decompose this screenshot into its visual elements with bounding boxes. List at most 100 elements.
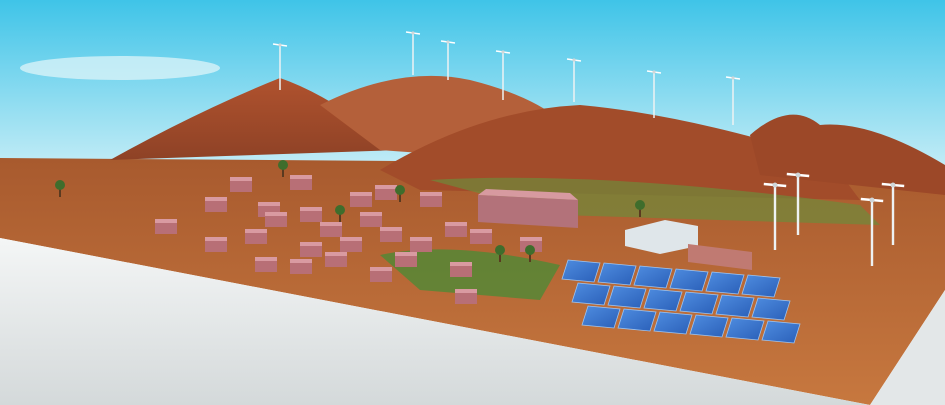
- turbine-hub: [731, 76, 735, 80]
- slab-side: [870, 290, 945, 405]
- solar-panel: [725, 317, 765, 341]
- tree: [55, 180, 65, 190]
- solar-panel: [741, 274, 781, 298]
- house-roof: [360, 212, 382, 216]
- house-roof: [290, 259, 312, 263]
- solar-panel: [561, 259, 601, 283]
- turbine-hub: [278, 43, 282, 47]
- turbine-hub: [795, 172, 801, 178]
- house-roof: [410, 237, 432, 241]
- house-roof: [380, 227, 402, 231]
- house-roof: [320, 222, 342, 226]
- solar-panel: [669, 268, 709, 292]
- solar-panel: [617, 308, 657, 332]
- turbine-hub: [446, 40, 450, 44]
- turbine-hub: [869, 197, 875, 203]
- house-roof: [420, 192, 442, 196]
- solar-panel: [751, 297, 791, 321]
- house-roof: [350, 192, 372, 196]
- building: [478, 195, 578, 228]
- village: [55, 160, 645, 304]
- house-roof: [470, 229, 492, 233]
- wind-farm: [272, 31, 905, 266]
- solar-panel: [679, 291, 719, 315]
- house-roof: [290, 175, 312, 179]
- house-roof: [375, 185, 397, 189]
- hill: [110, 78, 400, 160]
- house-roof: [325, 252, 347, 256]
- house-roof: [300, 242, 322, 246]
- house-roof: [445, 222, 467, 226]
- house: [290, 178, 312, 190]
- roof: [478, 189, 578, 200]
- cloud: [20, 56, 220, 80]
- house: [450, 265, 472, 277]
- house: [300, 245, 322, 257]
- house: [380, 230, 402, 242]
- house: [470, 232, 492, 244]
- house: [410, 240, 432, 252]
- house: [205, 240, 227, 252]
- solar-panel: [571, 282, 611, 306]
- house-roof: [258, 202, 280, 206]
- tree: [525, 245, 535, 255]
- hill: [380, 105, 860, 200]
- house: [300, 210, 322, 222]
- turbine-hub: [411, 31, 415, 35]
- house: [155, 222, 177, 234]
- house: [350, 195, 372, 207]
- house: [320, 225, 342, 237]
- house: [445, 225, 467, 237]
- solar-panel: [705, 271, 745, 295]
- house: [375, 188, 397, 200]
- house-roof: [450, 262, 472, 266]
- house: [255, 260, 277, 272]
- house-roof: [520, 237, 542, 241]
- house: [455, 292, 477, 304]
- house-roof: [255, 257, 277, 261]
- solar-panel: [581, 305, 621, 329]
- turbine-hub: [652, 70, 656, 74]
- tree: [635, 200, 645, 210]
- grass: [430, 177, 880, 225]
- house: [340, 240, 362, 252]
- house-roof: [245, 229, 267, 233]
- house-roof: [455, 289, 477, 293]
- turbine-hub: [890, 182, 896, 188]
- house-roof: [370, 267, 392, 271]
- house: [360, 215, 382, 227]
- solar-panel: [653, 311, 693, 335]
- house-roof: [340, 237, 362, 241]
- house: [205, 200, 227, 212]
- turbine-hub: [772, 182, 778, 188]
- solar-panel: [761, 320, 801, 344]
- house: [245, 232, 267, 244]
- house-roof: [395, 252, 417, 256]
- solar-panel: [689, 314, 729, 338]
- solar-panel: [715, 294, 755, 318]
- building: [625, 220, 698, 254]
- building: [688, 244, 752, 270]
- house: [420, 195, 442, 207]
- house-roof: [230, 177, 252, 181]
- house-roof: [265, 212, 287, 216]
- tree: [278, 160, 288, 170]
- solar-array: [561, 259, 801, 344]
- house: [230, 180, 252, 192]
- house-roof: [300, 207, 322, 211]
- tree: [335, 205, 345, 215]
- tree: [495, 245, 505, 255]
- solar-panel: [633, 265, 673, 289]
- solar-panel: [607, 285, 647, 309]
- turbine-hub: [501, 50, 505, 54]
- solar-panel: [643, 288, 683, 312]
- slab-front: [0, 238, 870, 405]
- solar-panel: [597, 262, 637, 286]
- house: [395, 255, 417, 267]
- house: [370, 270, 392, 282]
- house: [325, 255, 347, 267]
- turbine-hub: [572, 58, 576, 62]
- house-roof: [205, 237, 227, 241]
- house-roof: [155, 219, 177, 223]
